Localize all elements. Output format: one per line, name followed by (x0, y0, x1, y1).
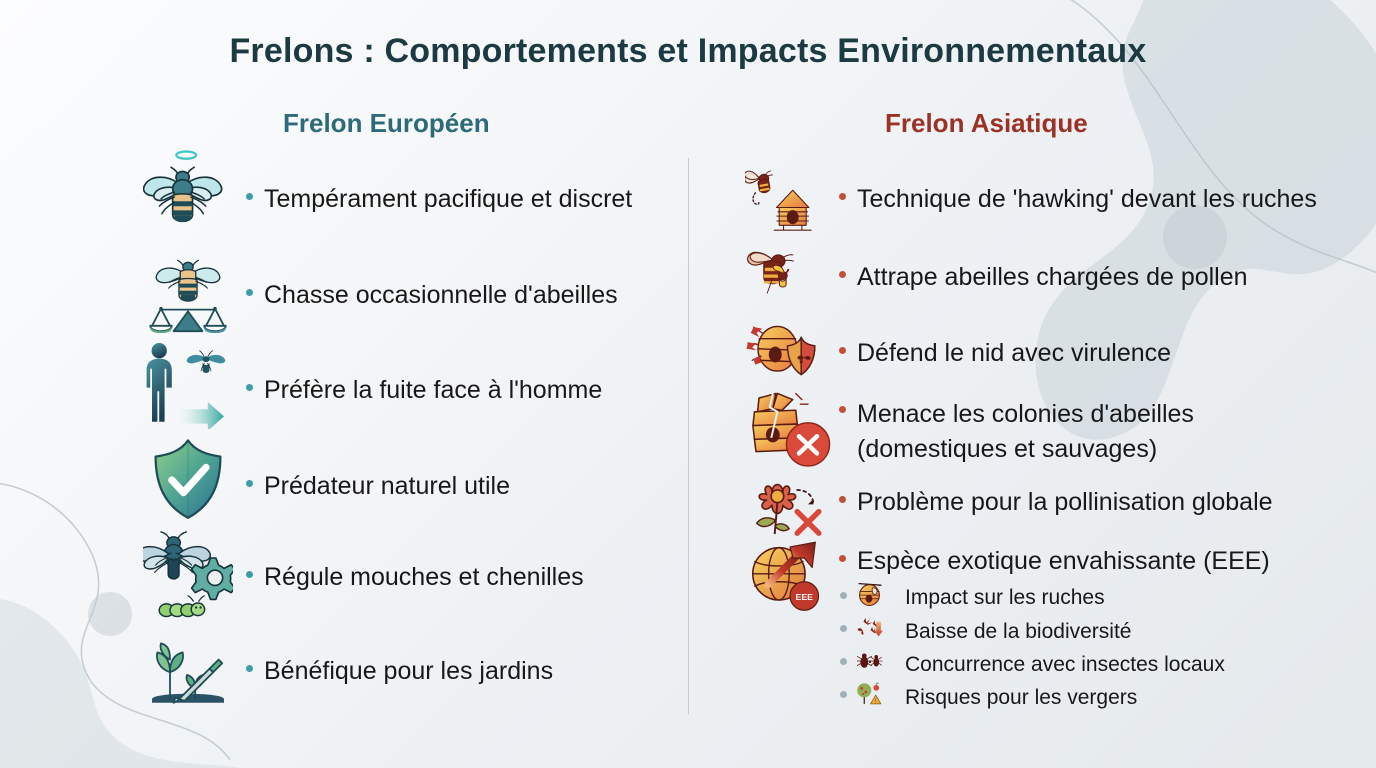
svg-text:!: ! (875, 698, 877, 704)
svg-text:EEE: EEE (796, 592, 814, 602)
